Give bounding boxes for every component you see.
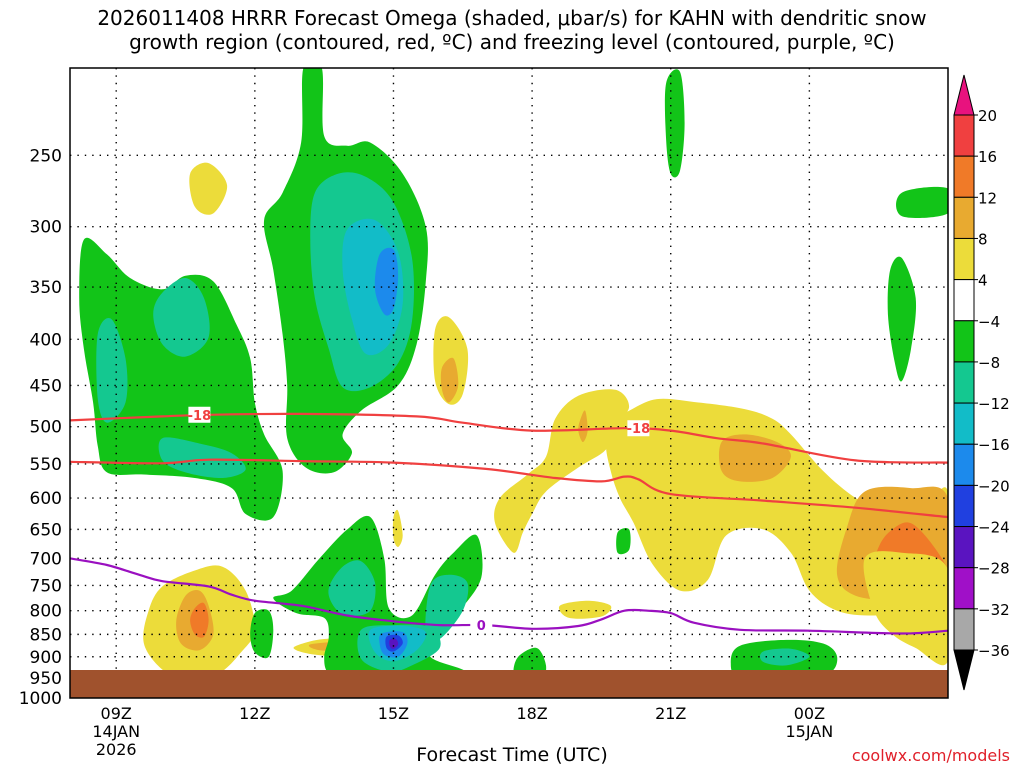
x-axis-label: Forecast Time (UTC) <box>416 744 608 766</box>
colorbar-label: −36 <box>978 642 1010 660</box>
plot-frame <box>69 67 949 699</box>
y-tick-label-700: 700 <box>30 549 62 569</box>
colorbar-bottom-arrow <box>953 649 975 691</box>
colorbar-label: 8 <box>978 230 988 248</box>
colorbar-label: −8 <box>978 354 1000 372</box>
omega-shaded-region-40 <box>759 648 810 666</box>
colorbar-label: −4 <box>978 313 1000 331</box>
y-tick-label-850: 850 <box>30 625 62 645</box>
colorbar-swatch <box>953 526 975 569</box>
omega-shaded-region-37 <box>513 647 547 670</box>
colorbar-swatch <box>953 443 975 486</box>
x-tick-label-18Z: 18Z <box>516 704 547 723</box>
colorbar-label: 20 <box>978 107 997 125</box>
colorbar-label: −12 <box>978 395 1010 413</box>
omega-shaded-region-6 <box>153 277 210 357</box>
colorbar-swatch <box>953 361 975 404</box>
y-tick-label-250: 250 <box>30 146 62 166</box>
y-tick-label-600: 600 <box>30 489 62 509</box>
contour-label-bg <box>470 617 493 634</box>
omega-shaded-region-20 <box>863 551 948 666</box>
omega-shaded-region-5 <box>96 317 128 423</box>
colorbar-label: 16 <box>978 148 997 166</box>
colorbar-swatch <box>953 484 975 528</box>
x-tick-label-00Z: 00Z <box>794 704 825 723</box>
colorbar-top-arrow <box>953 74 975 116</box>
y-tick-label-1000: 1000 <box>19 689 62 709</box>
colorbar-swatch <box>953 196 975 239</box>
omega-shaded-region-29 <box>328 560 376 616</box>
omega-shaded-region-15 <box>578 410 588 442</box>
y-tick-label-350: 350 <box>30 278 62 298</box>
y-tick-label-500: 500 <box>30 418 62 438</box>
colorbar-swatch <box>953 320 975 363</box>
surface-ground <box>70 670 948 698</box>
contour-label: -18 <box>627 422 651 437</box>
colorbar-label: −24 <box>978 519 1010 537</box>
omega-shaded-region-7 <box>158 437 246 479</box>
colorbar-label: −32 <box>978 601 1010 619</box>
contour-label-bg <box>188 406 211 423</box>
colorbar-swatch <box>953 279 975 322</box>
colorbar-swatch <box>953 402 975 445</box>
omega-shaded-region-11 <box>887 256 917 382</box>
y-tick-label-300: 300 <box>30 218 62 238</box>
colorbar-label: 12 <box>978 189 997 207</box>
x-tick-label-21Z: 21Z <box>655 704 686 723</box>
colorbar-label: 4 <box>978 272 988 290</box>
x-tick-label-15Z: 15Z <box>378 704 409 723</box>
y-tick-label-950: 950 <box>30 669 62 689</box>
site-credit: coolwx.com/models <box>851 746 1010 765</box>
y-tick-label-900: 900 <box>30 648 62 668</box>
colorbar-label: −16 <box>978 436 1010 454</box>
colorbar-swatch <box>953 567 975 610</box>
omega-shaded-region-10 <box>896 186 948 219</box>
colorbar-swatch <box>953 155 975 198</box>
omega-shaded-region-25 <box>190 602 209 638</box>
omega-shaded-region-22 <box>392 509 403 548</box>
colorbar-label: −20 <box>978 477 1010 495</box>
y-tick-label-450: 450 <box>30 376 62 396</box>
y-tick-label-650: 650 <box>30 520 62 540</box>
omega-shaded-region-21 <box>558 600 612 619</box>
y-tick-label-800: 800 <box>30 602 62 622</box>
x-tick-label-12Z: 12Z <box>239 704 270 723</box>
y-tick-label-400: 400 <box>30 330 62 350</box>
x-tick-label-09Z: 09Z <box>101 704 132 723</box>
omega-shaded-region-8 <box>189 162 228 215</box>
omega-shaded-region-3 <box>374 247 399 316</box>
contour-label: 0 <box>477 619 486 634</box>
colorbar-label: −28 <box>978 560 1010 578</box>
contour-label-bg <box>627 420 650 437</box>
contour-line-1 <box>70 458 948 519</box>
chart-title-line2: growth region (contoured, red, ºC) and f… <box>129 30 895 54</box>
x-tick-date-09Z: 14JAN <box>92 722 140 741</box>
colorbar-swatch <box>953 114 975 157</box>
omega-shaded-region-13 <box>440 357 459 403</box>
omega-shaded-region-38 <box>616 528 631 555</box>
chart-title-line1: 2026011408 HRRR Forecast Omega (shaded, … <box>97 6 927 30</box>
omega-shaded-region-36 <box>250 609 274 659</box>
omega-shaded-region-9 <box>664 69 685 178</box>
colorbar-swatch <box>953 237 975 281</box>
y-tick-label-750: 750 <box>30 576 62 596</box>
x-tick-year-09Z: 2026 <box>96 740 137 759</box>
contour-label: -18 <box>188 409 212 424</box>
x-tick-date-00Z: 15JAN <box>786 722 834 741</box>
omega-shaded-region-4 <box>79 237 283 521</box>
y-tick-label-550: 550 <box>30 455 62 475</box>
omega-shaded-region-35 <box>389 638 399 649</box>
colorbar-swatch <box>953 608 975 651</box>
